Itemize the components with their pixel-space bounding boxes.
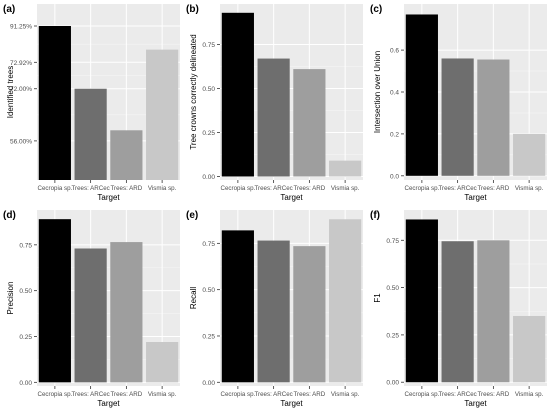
y-tick-label: 0.6 xyxy=(390,48,399,55)
y-tick-label: 0.75 xyxy=(19,242,32,249)
panel-4: 0.00 0.25 0.50 0.75 Cecropia sp. Trees: ARCec… xyxy=(186,210,363,408)
x-tick-label: Trees: ARD xyxy=(478,391,510,398)
y-tick-label: 0.50 xyxy=(202,86,215,93)
y-tick-label: 0.00 xyxy=(202,380,215,387)
x-axis-title: Target xyxy=(97,399,120,408)
panel-label: (d) xyxy=(3,210,16,221)
panel-label: (a) xyxy=(3,4,15,15)
bar-1 xyxy=(257,240,290,383)
x-tick-label: Trees: ARCec xyxy=(438,391,476,398)
bar-3 xyxy=(513,315,546,383)
x-axis-title: Target xyxy=(280,193,303,202)
x-axis-title: Target xyxy=(464,399,487,408)
x-tick-label: Trees: ARCec xyxy=(254,391,292,398)
bar-0 xyxy=(221,12,254,177)
x-tick-label: Vismia sp. xyxy=(331,391,360,398)
y-axis-title: Intersection over Union xyxy=(373,51,382,133)
x-tick-label: Trees: ARD xyxy=(111,185,143,192)
y-axis-title: Precision xyxy=(6,282,15,315)
y-tick-label: 0.75 xyxy=(202,42,215,49)
panel-3: 0.00 0.25 0.50 0.75 Cecropia sp. Trees: ARCec… xyxy=(3,210,180,408)
bar-3 xyxy=(329,160,362,177)
y-tick-label: 0.00 xyxy=(202,174,215,181)
y-tick-label: 0.0 xyxy=(390,173,399,180)
x-tick-label: Cecropia sp. xyxy=(38,391,73,398)
panel-label: (b) xyxy=(186,4,199,15)
bar-1 xyxy=(441,58,474,176)
y-tick-label: 0.00 xyxy=(19,380,32,387)
x-axis-title: Target xyxy=(97,193,120,202)
x-tick-label: Trees: ARD xyxy=(478,185,510,192)
x-tick-label: Cecropia sp. xyxy=(405,391,440,398)
x-axis-title: Target xyxy=(464,193,487,202)
x-tick-label: Cecropia sp. xyxy=(221,185,256,192)
panel-label: (f) xyxy=(370,210,380,221)
x-tick-label: Trees: ARCec xyxy=(71,391,109,398)
bar-1 xyxy=(74,88,107,180)
bar-0 xyxy=(38,26,71,180)
x-tick-label: Vismia sp. xyxy=(331,185,360,192)
y-tick-label: 91.25% xyxy=(10,24,32,31)
panel-label: (e) xyxy=(186,210,198,221)
x-tick-label: Vismia sp. xyxy=(515,391,544,398)
panel-5: 0.00 0.25 0.50 0.75 Cecropia sp. Trees: ARCec… xyxy=(370,210,547,408)
bar-2 xyxy=(477,240,510,383)
x-tick-label: Vismia sp. xyxy=(515,185,544,192)
x-tick-label: Cecropia sp. xyxy=(405,185,440,192)
y-axis-title: F1 xyxy=(373,293,382,303)
y-tick-label: 72.92% xyxy=(10,60,32,67)
x-tick-label: Vismia sp. xyxy=(148,391,177,398)
y-tick-label: 0.4 xyxy=(390,90,399,97)
x-tick-label: Vismia sp. xyxy=(148,185,177,192)
bar-2 xyxy=(110,130,143,180)
bar-3 xyxy=(146,49,179,180)
y-tick-label: 0.25 xyxy=(202,333,215,340)
y-tick-label: 0.00 xyxy=(386,380,399,387)
panel-label: (c) xyxy=(370,4,382,15)
y-tick-label: 0.75 xyxy=(386,238,399,245)
x-tick-label: Cecropia sp. xyxy=(221,391,256,398)
panel-0: 56.00%72.00%72.92%91.25%Cecropia sp. Tree… xyxy=(3,4,180,202)
x-tick-label: Trees: ARD xyxy=(294,391,326,398)
bar-0 xyxy=(38,219,71,383)
y-tick-label: 0.25 xyxy=(19,334,32,341)
panel-1: 0.00 0.25 0.50 0.75 Cecropia sp. Trees: ARCec… xyxy=(186,4,363,202)
y-tick-label: 0.25 xyxy=(386,332,399,339)
x-tick-label: Trees: ARD xyxy=(294,185,326,192)
bar-1 xyxy=(257,58,290,177)
y-axis-title: Recall xyxy=(189,287,198,309)
x-tick-label: Cecropia sp. xyxy=(38,185,73,192)
y-tick-label: 0.50 xyxy=(386,285,399,292)
y-axis-title: Tree crowns correctly delineated xyxy=(189,34,198,149)
x-tick-label: Trees: ARD xyxy=(111,391,143,398)
y-tick-label: 0.2 xyxy=(390,131,399,138)
bar-0 xyxy=(221,230,254,383)
bar-2 xyxy=(293,246,326,383)
bar-3 xyxy=(146,342,179,383)
y-tick-label: 56.00% xyxy=(10,138,32,145)
bar-3 xyxy=(329,219,362,383)
y-tick-label: 0.50 xyxy=(202,287,215,294)
y-axis-title: Identified trees xyxy=(6,66,15,118)
x-axis-title: Target xyxy=(280,399,303,408)
bar-1 xyxy=(441,241,474,383)
x-tick-label: Trees: ARCec xyxy=(71,185,109,192)
y-tick-label: 72.00% xyxy=(10,86,32,93)
x-tick-label: Trees: ARCec xyxy=(438,185,476,192)
y-tick-label: 0.75 xyxy=(202,241,215,248)
bar-0 xyxy=(405,14,438,176)
bar-0 xyxy=(405,219,438,383)
bar-1 xyxy=(74,248,107,383)
x-tick-label: Trees: ARCec xyxy=(254,185,292,192)
panel-2: 0.0 0.2 0.4 0.6 Cecropia sp. Trees: ARCec Tree… xyxy=(370,4,547,202)
y-tick-label: 0.25 xyxy=(202,130,215,137)
bar-2 xyxy=(293,69,326,177)
bar-2 xyxy=(110,242,143,383)
y-tick-label: 0.50 xyxy=(19,288,32,295)
bar-3 xyxy=(513,133,546,176)
bar-2 xyxy=(477,59,510,176)
